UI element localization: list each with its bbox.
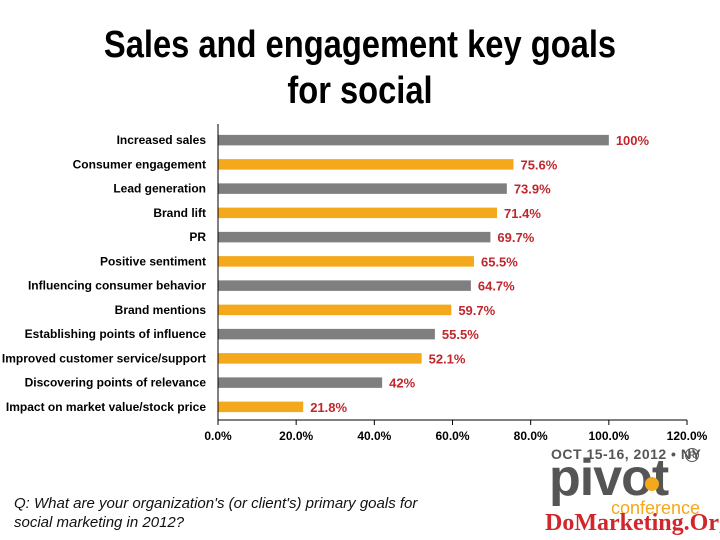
value-label: 42%: [389, 376, 415, 391]
logo-date: OCT 15-16, 2012 • NY: [551, 446, 702, 462]
logo-dot-icon: [645, 477, 659, 491]
logo-subtitle: conference: [611, 498, 701, 518]
x-tick-label: 80.0%: [514, 429, 548, 443]
x-tick-label: 100.0%: [588, 429, 629, 443]
category-label: Lead generation: [113, 182, 206, 196]
category-label: Discovering points of relevance: [25, 376, 207, 390]
x-tick-label: 0.0%: [204, 429, 232, 443]
x-tick-label: 40.0%: [357, 429, 391, 443]
category-label: Brand mentions: [115, 303, 207, 317]
x-tick-label: 60.0%: [435, 429, 469, 443]
value-label: 59.7%: [458, 303, 495, 318]
value-label: 52.1%: [429, 351, 466, 366]
category-label: Improved customer service/support: [2, 351, 206, 365]
bar: [218, 159, 514, 170]
value-label: 21.8%: [310, 400, 347, 415]
bar: [218, 280, 471, 291]
value-label: 100%: [616, 133, 650, 148]
category-label: Brand lift: [153, 206, 206, 220]
category-label: Consumer engagement: [73, 157, 206, 171]
value-label: 69.7%: [497, 230, 534, 245]
bar: [218, 353, 422, 364]
site-watermark: DoMarketing.Org: [545, 510, 720, 536]
bar: [218, 207, 498, 219]
chart-title: Sales and engagement key goals for socia…: [50, 22, 669, 114]
value-label: 71.4%: [504, 206, 541, 221]
bar: [218, 134, 609, 146]
bar: [218, 304, 452, 316]
x-tick-label: 120.0%: [667, 429, 708, 443]
category-label: Positive sentiment: [100, 254, 206, 268]
value-label: 75.6%: [520, 157, 557, 172]
value-label: 55.5%: [442, 327, 479, 342]
category-label: Impact on market value/stock price: [6, 400, 206, 414]
value-label: 65.5%: [481, 254, 518, 269]
category-label: Establishing points of influence: [25, 327, 207, 341]
title-line-2: for social: [287, 70, 433, 112]
registered-mark-icon: R: [685, 448, 699, 462]
bar: [218, 256, 474, 267]
x-tick-label: 20.0%: [279, 429, 313, 443]
bar: [218, 183, 507, 194]
bar: [218, 328, 435, 340]
bar: [218, 377, 383, 388]
title-line-1: Sales and engagement key goals: [103, 24, 617, 66]
value-label: 73.9%: [514, 182, 551, 197]
bar: [218, 231, 491, 243]
category-label: Influencing consumer behavior: [28, 279, 206, 293]
pivot-conference-logo: OCT 15-16, 2012 • NY R pivot conference …: [545, 446, 720, 540]
category-label: Increased sales: [117, 133, 207, 147]
category-label: PR: [189, 230, 206, 244]
value-label: 64.7%: [478, 279, 515, 294]
survey-question: Q: What are your organization's (or clie…: [14, 495, 418, 531]
bar: [218, 401, 304, 413]
